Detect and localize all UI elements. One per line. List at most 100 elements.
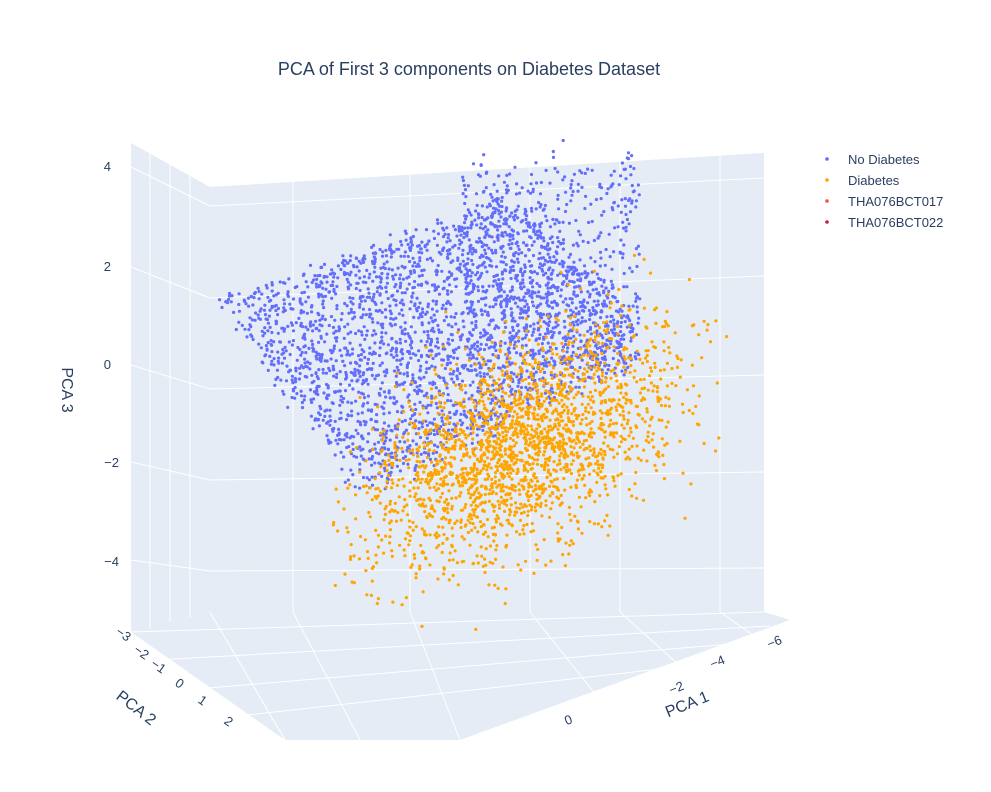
no-diabetes-point [446,299,450,303]
no-diabetes-point [418,435,423,440]
diabetes-point [593,500,597,504]
no-diabetes-point [427,321,431,325]
no-diabetes-point [524,311,528,315]
diabetes-point [515,412,519,416]
no-diabetes-point [490,222,494,226]
no-diabetes-point [402,303,406,307]
no-diabetes-point [561,345,566,349]
diabetes-point [556,531,560,535]
no-diabetes-point [520,337,525,341]
no-diabetes-point [331,271,335,275]
diabetes-point [419,543,423,548]
no-diabetes-point [471,262,475,267]
no-diabetes-point [576,323,580,327]
no-diabetes-point [631,190,635,194]
diabetes-point [641,361,645,365]
no-diabetes-point [336,276,340,280]
diabetes-point [534,476,538,480]
diabetes-point [450,496,454,500]
diabetes-point [450,507,454,511]
no-diabetes-point [383,266,387,271]
diabetes-point [588,344,592,348]
no-diabetes-point [277,361,281,365]
diabetes-point [483,492,487,497]
diabetes-point [643,356,648,360]
diabetes-point [558,356,562,360]
no-diabetes-point [248,316,252,320]
diabetes-point [563,374,567,378]
diabetes-point [598,409,602,413]
diabetes-point [657,418,661,422]
no-diabetes-point [469,226,473,230]
no-diabetes-point [526,308,531,312]
no-diabetes-point [463,214,467,218]
no-diabetes-point [390,268,394,272]
no-diabetes-point [561,282,565,286]
no-diabetes-point [437,250,441,254]
diabetes-point [441,541,445,546]
no-diabetes-point [473,347,477,351]
no-diabetes-point [310,310,314,314]
no-diabetes-point [460,312,464,316]
diabetes-point [400,603,404,607]
diabetes-point [419,481,423,485]
no-diabetes-point [435,337,439,341]
diabetes-point [520,408,524,412]
no-diabetes-point [463,363,468,367]
no-diabetes-point [355,281,359,285]
no-diabetes-point [492,183,496,187]
no-diabetes-point [393,424,397,428]
no-diabetes-point [477,236,481,240]
no-diabetes-point [569,365,573,369]
series-diabetes-points[interactable] [331,253,729,632]
diabetes-point [493,480,498,484]
diabetes-point [418,564,422,568]
diabetes-point [510,477,514,481]
series-no-diabetes-points[interactable] [218,138,642,491]
no-diabetes-point [249,333,253,337]
diabetes-point [533,483,538,488]
no-diabetes-point [460,253,465,257]
no-diabetes-point [312,379,316,383]
diabetes-point [577,413,581,418]
no-diabetes-point [625,325,629,329]
no-diabetes-point [385,351,389,355]
no-diabetes-point [257,342,261,346]
no-diabetes-point [358,374,362,379]
no-diabetes-point [386,343,390,347]
no-diabetes-point [449,260,453,264]
diabetes-point [700,356,704,360]
diabetes-point [497,377,501,381]
diabetes-point [585,370,589,374]
diabetes-point [396,424,400,428]
diabetes-point [348,450,352,454]
diabetes-point [649,369,654,373]
no-diabetes-point [389,353,393,357]
diabetes-point [556,386,560,391]
diabetes-point [436,487,441,491]
no-diabetes-point [569,308,573,312]
diabetes-point [467,515,471,519]
no-diabetes-point [513,209,517,213]
diabetes-point [459,491,463,495]
no-diabetes-point [534,232,538,236]
diabetes-point [505,498,509,502]
no-diabetes-point [418,368,422,372]
no-diabetes-point [291,329,296,333]
diabetes-point [552,468,556,472]
no-diabetes-point [360,316,364,320]
no-diabetes-point [524,210,528,214]
no-diabetes-point [353,485,357,489]
no-diabetes-point [619,320,624,325]
diabetes-point [391,481,395,485]
diabetes-point [540,419,545,423]
no-diabetes-point [384,285,388,289]
diabetes-point [346,486,350,490]
no-diabetes-point [400,308,404,312]
no-diabetes-point [328,348,332,352]
no-diabetes-point [524,343,528,347]
no-diabetes-point [637,252,641,256]
diabetes-point [393,441,397,445]
no-diabetes-point [476,285,480,289]
